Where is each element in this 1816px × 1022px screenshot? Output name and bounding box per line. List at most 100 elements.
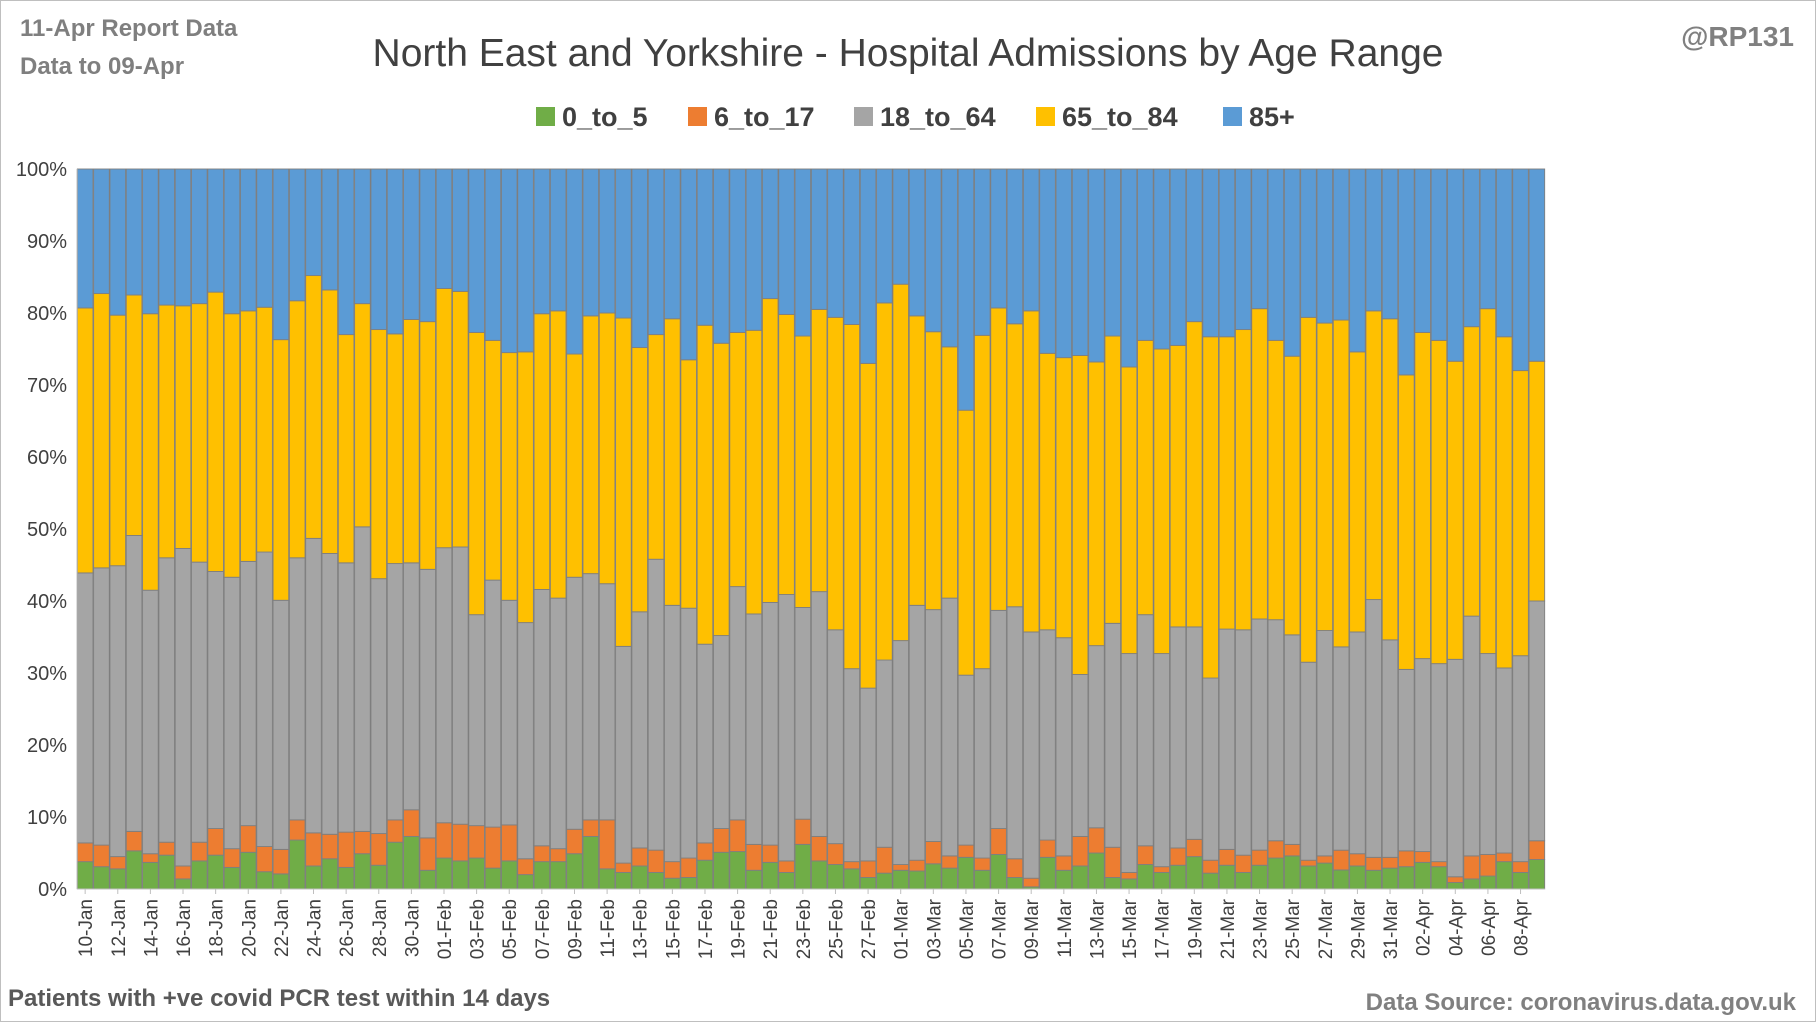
bar-segment-85plus-12-Jan [109, 168, 127, 316]
bar-segment-65_to_84-28-Mar [1332, 319, 1350, 648]
bar-segment-18_to_64-22-Mar [1234, 629, 1252, 856]
bar-segment-65_to_84-17-Mar [1153, 348, 1170, 655]
bar-segment-85plus-28-Feb [876, 168, 893, 304]
bar-segment-0_to_5-11-Feb [598, 868, 616, 890]
bar-segment-18_to_64-28-Feb [876, 659, 893, 848]
x-tick-label: 05-Feb [500, 899, 521, 959]
bar-segment-65_to_84-02-Mar [908, 315, 926, 606]
bar-segment-6_to_17-22-Feb [778, 860, 795, 873]
bar-segment-0_to_5-29-Jan [386, 841, 404, 890]
bar-segment-65_to_84-05-Feb [500, 352, 518, 601]
bar-segment-85plus-19-Mar [1186, 168, 1203, 323]
bar-segment-0_to_5-08-Mar [1006, 877, 1024, 890]
bar-segment-65_to_84-01-Feb [435, 288, 453, 549]
bar-segment-0_to_5-28-Jan [370, 864, 388, 890]
bar-segment-65_to_84-07-Feb [533, 313, 551, 590]
bar-segment-85plus-13-Feb [631, 168, 649, 349]
x-tick-label: 23-Mar [1251, 898, 1272, 959]
legend-swatch-0_to_5 [536, 107, 555, 126]
bar-segment-85plus-11-Mar [1055, 168, 1073, 359]
bar-segment-18_to_64-07-Apr [1495, 667, 1513, 854]
bar-segment-85plus-26-Mar [1300, 168, 1317, 318]
bar-segment-0_to_5-02-Feb [452, 860, 469, 890]
bar-segment-65_to_84-07-Mar [990, 307, 1007, 611]
bar-segment-18_to_64-20-Jan [239, 560, 257, 827]
bar-segment-18_to_64-27-Jan [354, 526, 371, 832]
bar-segment-18_to_64-21-Feb [761, 601, 779, 846]
bar-segment-85plus-11-Feb [598, 168, 616, 314]
bar-segment-0_to_5-21-Mar [1218, 864, 1236, 890]
bar-segment-85plus-21-Feb [761, 168, 779, 300]
bar-segment-6_to_17-28-Jan [370, 833, 388, 866]
bar-segment-6_to_17-18-Mar [1169, 847, 1187, 866]
bar-segment-85plus-25-Mar [1283, 168, 1301, 357]
y-tick-label: 30% [27, 663, 67, 685]
bar-segment-85plus-18-Feb [713, 168, 730, 344]
bar-segment-65_to_84-08-Feb [549, 310, 567, 599]
bar-segment-65_to_84-18-Jan [207, 291, 224, 572]
bar-segment-0_to_5-15-Mar [1120, 878, 1138, 890]
bar-segment-0_to_5-19-Jan [223, 866, 241, 890]
bar-segment-85plus-07-Apr [1495, 168, 1513, 338]
bar-segment-18_to_64-18-Mar [1169, 626, 1187, 849]
legend-swatch-65_to_84 [1036, 107, 1055, 126]
bar-segment-0_to_5-20-Jan [239, 851, 257, 890]
bar-segment-18_to_64-12-Feb [615, 645, 632, 864]
bar-segment-85plus-30-Jan [403, 168, 420, 320]
bar-segment-65_to_84-17-Jan [191, 303, 208, 563]
bar-segment-0_to_5-08-Feb [549, 861, 567, 890]
bar-segment-65_to_84-16-Feb [680, 359, 697, 609]
legend-swatch-85plus [1223, 107, 1242, 126]
bar-segment-6_to_17-05-Apr [1463, 855, 1480, 880]
bar-segment-18_to_64-17-Jan [191, 561, 208, 843]
bar-segment-6_to_17-31-Mar [1381, 856, 1399, 869]
bar-segment-0_to_5-30-Mar [1365, 869, 1383, 890]
x-tick-label: 07-Feb [533, 899, 554, 959]
bar-segment-65_to_84-27-Feb [859, 362, 877, 689]
bar-segment-85plus-07-Feb [533, 168, 551, 315]
data-source-label: Data Source: coronavirus.data.gov.uk [1366, 989, 1797, 1016]
bar-segment-85plus-01-Apr [1398, 168, 1415, 376]
bar-segment-85plus-12-Mar [1071, 168, 1089, 356]
bar-segment-85plus-09-Feb [566, 168, 583, 355]
bar-segment-0_to_5-24-Mar [1267, 857, 1285, 890]
bar-segment-18_to_64-22-Jan [272, 599, 290, 850]
bar-segment-65_to_84-13-Mar [1088, 361, 1105, 647]
bar-segment-0_to_5-21-Feb [761, 861, 779, 890]
bar-segment-85plus-24-Jan [305, 168, 322, 277]
bar-segment-65_to_84-21-Jan [256, 306, 273, 553]
author-handle: @RP131 [1681, 21, 1794, 52]
bar-segment-65_to_84-23-Feb [794, 335, 812, 608]
bar-segment-85plus-22-Mar [1234, 168, 1252, 331]
report-date-label: 11-Apr Report Data [20, 15, 238, 42]
bar-segment-65_to_84-08-Apr [1512, 370, 1529, 657]
x-tick-label: 20-Jan [239, 899, 260, 957]
bar-segment-0_to_5-30-Jan [403, 835, 420, 890]
bar-segment-6_to_17-16-Mar [1137, 845, 1154, 865]
bar-segment-6_to_17-06-Mar [973, 857, 991, 871]
bar-segment-6_to_17-08-Mar [1006, 858, 1024, 878]
bar-segment-6_to_17-26-Mar [1300, 859, 1317, 867]
bar-segment-65_to_84-04-Mar [941, 346, 958, 599]
bar-segment-6_to_17-10-Mar [1039, 839, 1056, 858]
x-tick-label: 13-Mar [1087, 898, 1108, 959]
y-tick-label: 0% [38, 879, 67, 901]
bar-segment-65_to_84-06-Apr [1479, 308, 1497, 655]
legend-label-65_to_84: 65_to_84 [1062, 102, 1178, 132]
x-tick-labels: 10-Jan 12-Jan 14-Jan 16-Jan 18-Jan 20-Jan 22-J… [76, 889, 1533, 959]
bar-segment-0_to_5-07-Feb [533, 861, 551, 890]
bar-segment-85plus-17-Mar [1153, 168, 1170, 350]
y-tick-label: 90% [27, 231, 67, 253]
bar-segment-0_to_5-23-Feb [794, 843, 812, 890]
bar-segment-6_to_17-28-Mar [1332, 849, 1350, 871]
bar-segment-18_to_64-15-Jan [158, 557, 175, 843]
bar-segment-85plus-23-Jan [288, 168, 306, 302]
bar-segment-65_to_84-18-Feb [713, 342, 730, 637]
bar-segment-6_to_17-02-Mar [908, 859, 926, 872]
bar-segment-18_to_64-02-Mar [908, 604, 926, 861]
bar-segment-0_to_5-28-Mar [1332, 869, 1350, 890]
bar-segment-18_to_64-30-Mar [1365, 599, 1383, 858]
legend-label-18_to_64: 18_to_64 [880, 102, 996, 132]
x-tick-label: 13-Feb [631, 899, 652, 959]
